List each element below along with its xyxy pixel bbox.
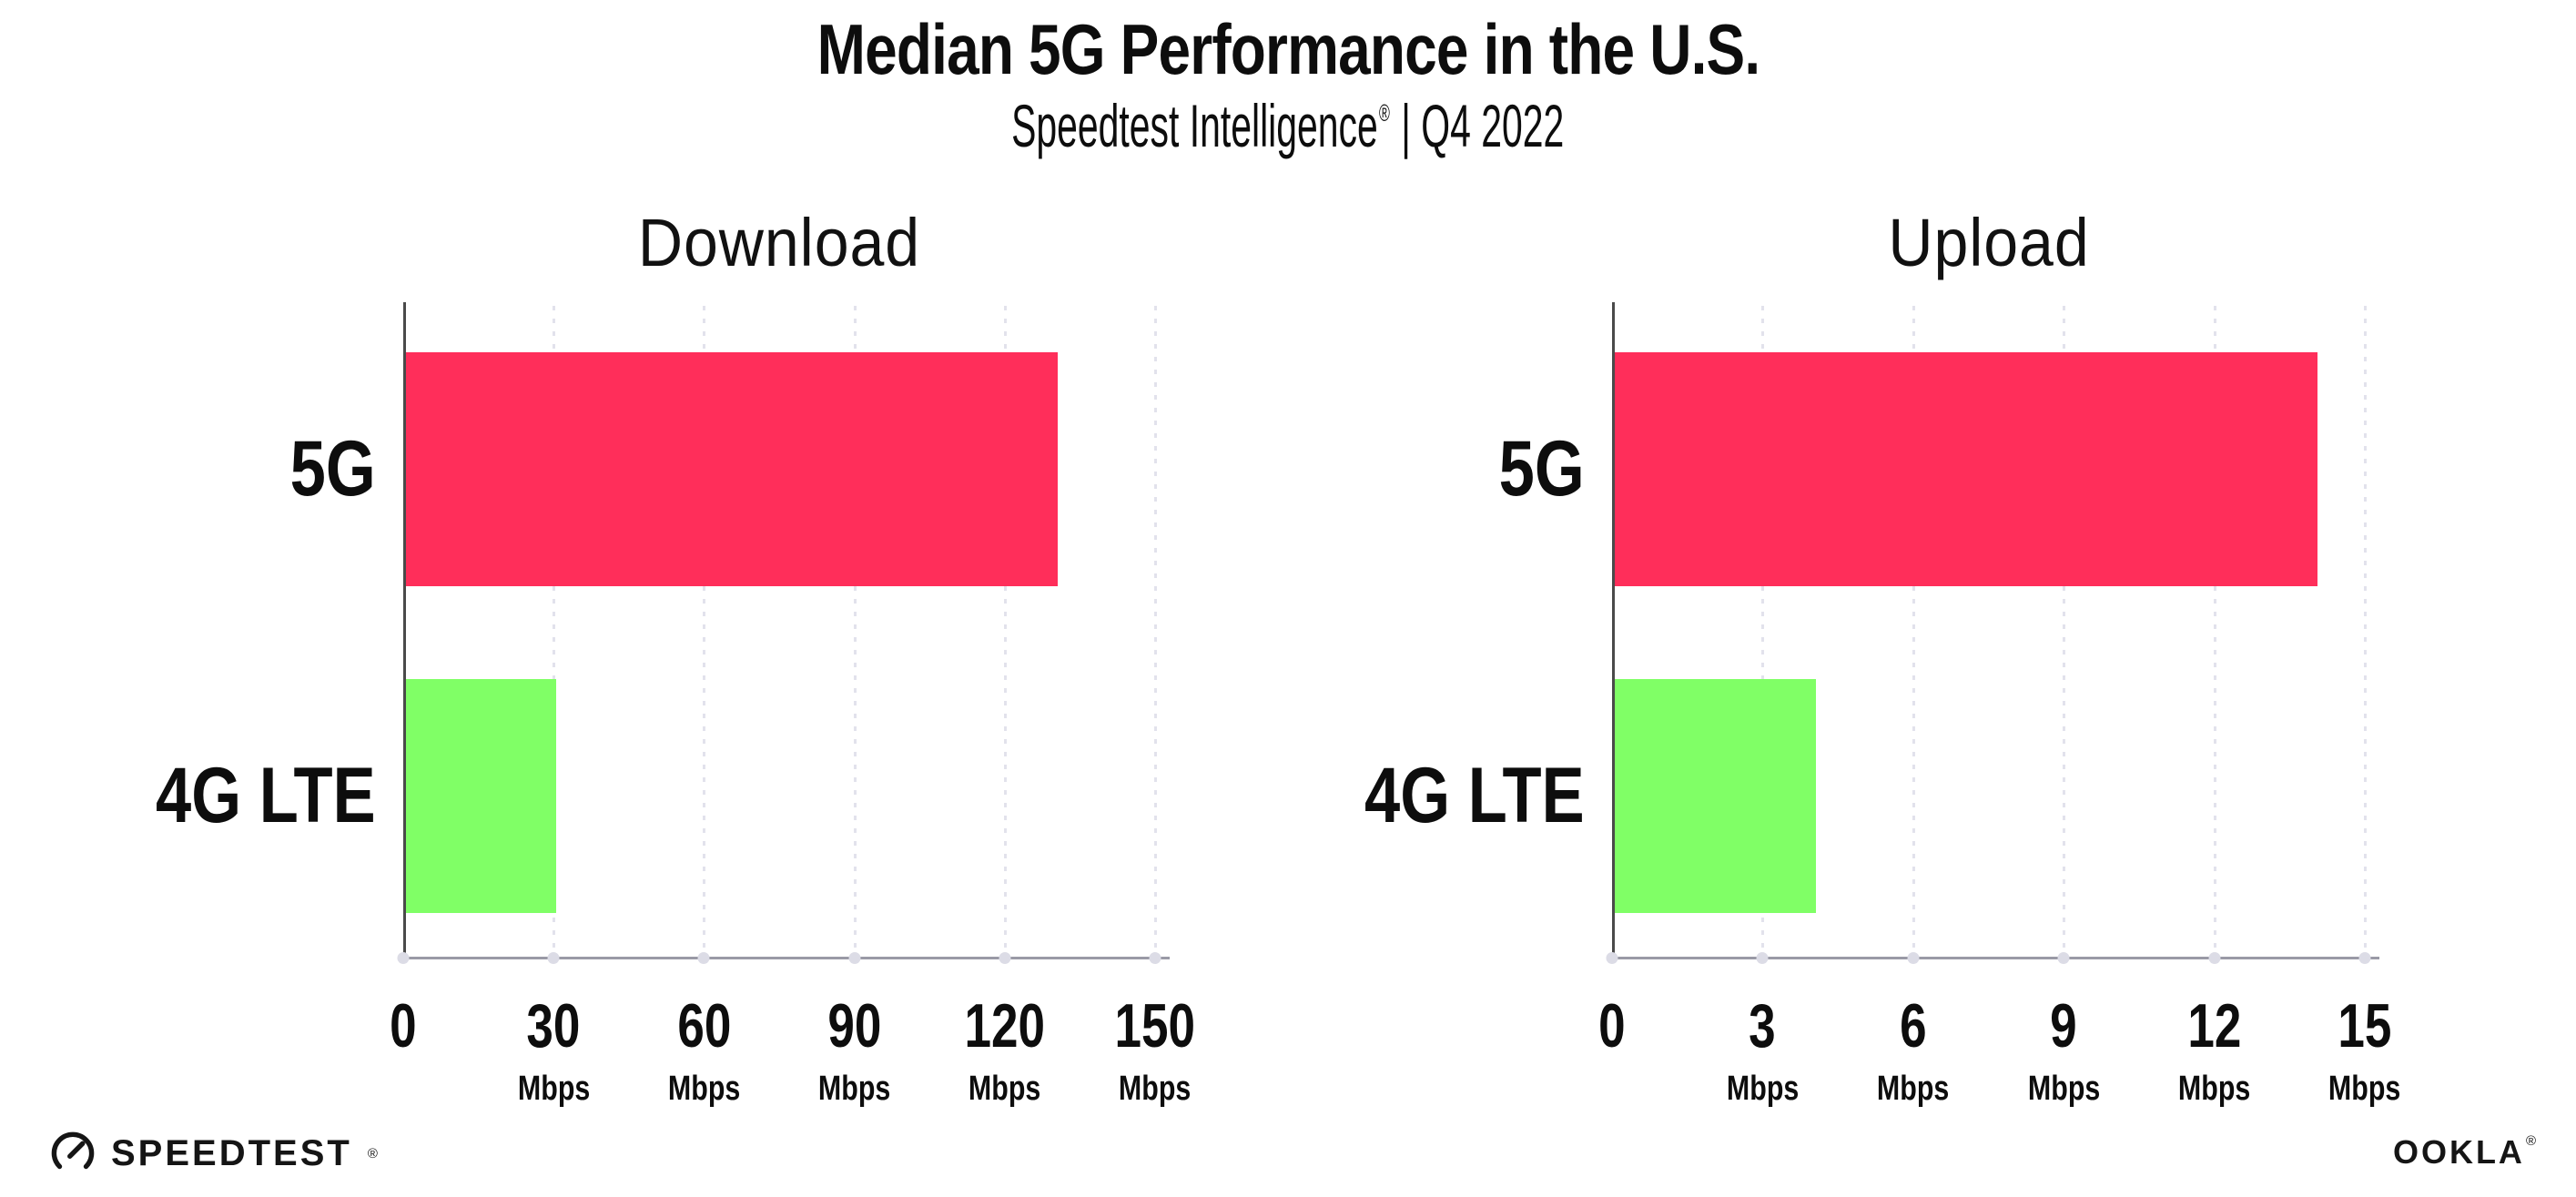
category-label-4g-lte: 4G LTE	[156, 752, 376, 839]
page-title: Median 5G Performance in the U.S.	[816, 9, 1760, 89]
gridline	[2063, 306, 2066, 957]
upload-chart: Upload 5G 4G LTE 0 3 Mbps 6 Mbps 9 Mbps …	[1364, 205, 2400, 1106]
gridline	[1912, 306, 1915, 957]
x-axis-line	[403, 957, 1170, 959]
axis-dot	[2358, 952, 2371, 964]
page-subtitle: Speedtest Intelligence® | Q4 2022	[0, 91, 2576, 159]
chart-title-download: Download	[637, 205, 921, 280]
y-axis-line	[403, 302, 406, 959]
gridline	[2213, 306, 2216, 957]
y-axis-line	[1612, 302, 1615, 959]
bar-4g-lte-upload	[1615, 679, 1816, 913]
subtitle-brand: Speedtest Intelligence	[1011, 91, 1379, 159]
x-tick-60: 60 Mbps	[667, 991, 741, 1108]
category-label-5g: 5G	[1498, 425, 1585, 512]
bar-5g-upload	[1615, 352, 2317, 586]
x-tick-9: 9 Mbps	[2027, 991, 2100, 1108]
axis-dot	[547, 952, 560, 964]
x-tick-0: 0	[390, 991, 417, 1060]
subtitle-period: | Q4 2022	[1401, 91, 1565, 159]
download-chart: Download 5G 4G LTE 0 30 Mbps 60 Mbps 90 …	[156, 205, 1195, 1106]
axis-dot	[999, 952, 1011, 964]
x-tick-15: 15 Mbps	[2328, 991, 2401, 1108]
header: Median 5G Performance in the U.S. Speedt…	[0, 9, 2576, 159]
gridline	[703, 306, 706, 957]
category-label-5g: 5G	[289, 425, 376, 512]
ookla-wordmark: OOKLA	[2392, 1133, 2525, 1171]
x-axis-line	[1612, 957, 2379, 959]
gridline	[1761, 306, 1765, 957]
plot-area	[397, 302, 1170, 964]
axis-dot	[397, 952, 410, 964]
bar-5g-download	[406, 352, 1058, 586]
gridline	[2364, 306, 2367, 957]
axis-dot	[1756, 952, 1769, 964]
chart-title-upload: Upload	[1887, 205, 2090, 280]
x-tick-3: 3 Mbps	[1726, 991, 1800, 1108]
x-tick-6: 6 Mbps	[1877, 991, 1950, 1108]
axis-dot	[1606, 952, 1618, 964]
speedtest-gauge-icon	[51, 1131, 95, 1170]
axis-dot	[697, 952, 710, 964]
plot-area	[1606, 302, 2379, 964]
x-tick-0: 0	[1598, 991, 1626, 1060]
x-tick-90: 90 Mbps	[817, 991, 891, 1108]
x-tick-30: 30 Mbps	[517, 991, 590, 1108]
category-label-4g-lte: 4G LTE	[1364, 752, 1585, 839]
gridline	[553, 306, 556, 957]
registered-mark: ®	[2525, 1133, 2536, 1149]
gridline	[1154, 306, 1157, 957]
ookla-logo: OOKLA ®	[2393, 1133, 2536, 1172]
gridline	[1003, 306, 1007, 957]
axis-dot	[1149, 952, 1161, 964]
registered-mark: ®	[367, 1145, 378, 1161]
gridline	[853, 306, 857, 957]
x-tick-12: 12 Mbps	[2177, 991, 2251, 1108]
x-tick-150: 150 Mbps	[1114, 991, 1196, 1108]
x-tick-120: 120 Mbps	[964, 991, 1046, 1108]
bar-4g-lte-download	[406, 679, 557, 913]
axis-dot	[2208, 952, 2221, 964]
axis-dot	[1907, 952, 1920, 964]
axis-dot	[848, 952, 861, 964]
speedtest-wordmark: SPEEDTEST	[111, 1132, 352, 1173]
axis-dot	[2057, 952, 2070, 964]
registered-mark: ®	[1379, 98, 1391, 127]
speedtest-logo: SPEEDTEST ®	[49, 1130, 378, 1177]
